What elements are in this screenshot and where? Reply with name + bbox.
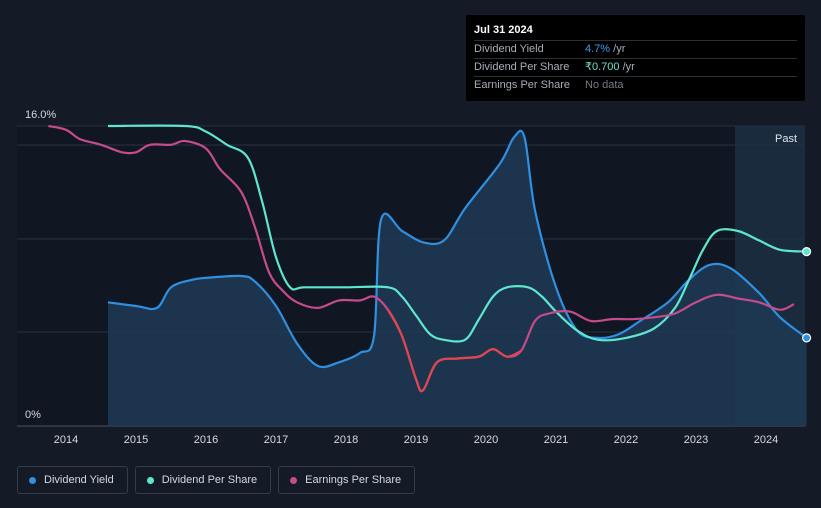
x-tick-label: 2015	[124, 434, 148, 446]
tooltip-label: Dividend Yield	[474, 43, 544, 55]
y-tick-label: 0%	[25, 409, 41, 421]
dividend-per-share-endpoint	[801, 247, 812, 257]
legend-label: Earnings Per Share	[305, 474, 402, 486]
x-tick-label: 2021	[544, 434, 568, 446]
axis-labels: 16.0% 0% 2014 2015 2016 2017 2018 2019 2020 2021 2…	[25, 109, 778, 446]
x-tick-label: 2024	[754, 434, 778, 446]
legend-earnings-per-share[interactable]: Earnings Per Share	[278, 466, 416, 494]
x-tick-label: 2023	[684, 434, 708, 446]
tooltip-value: ₹0.700	[585, 61, 620, 73]
dividend-yield-endpoint	[801, 333, 812, 343]
earnings-per-share-low-segment	[387, 309, 522, 393]
x-tick-label: 2014	[54, 434, 78, 446]
legend-dividend-yield[interactable]: Dividend Yield	[17, 466, 128, 494]
y-tick-label: 16.0%	[25, 109, 56, 121]
dividend-yield-line	[107, 129, 808, 369]
past-label: Past	[775, 133, 797, 145]
tooltip-label: Earnings Per Share	[474, 79, 570, 91]
series-endpoints	[801, 247, 812, 343]
x-tick-label: 2017	[264, 434, 288, 446]
legend-label: Dividend Per Share	[161, 474, 258, 486]
tooltip: Jul 31 2024 Dividend Yield 4.7% /yr Divid…	[466, 15, 805, 101]
tooltip-unit: /yr	[619, 61, 635, 73]
x-tick-label: 2022	[614, 434, 638, 446]
dividend-yield-area	[108, 130, 807, 426]
tooltip-value: 4.7%	[585, 43, 611, 55]
legend-dot-icon	[146, 476, 154, 484]
tooltip-unit: /yr	[610, 43, 626, 55]
tooltip-row-dividend-yield: Dividend Yield 4.7% /yr	[474, 41, 797, 59]
legend-label: Dividend Yield	[44, 474, 114, 486]
x-tick-label: 2020	[474, 434, 498, 446]
tooltip-value: No data	[585, 79, 624, 91]
legend-dot-icon	[290, 476, 298, 484]
dividend-yield-area-fill	[108, 130, 807, 426]
x-tick-label: 2018	[334, 434, 358, 446]
legend-dividend-per-share[interactable]: Dividend Per Share	[134, 466, 272, 494]
dividend-per-share-line	[107, 124, 807, 343]
legend-dot-icon	[29, 476, 36, 484]
tooltip-date: Jul 31 2024	[474, 15, 797, 41]
x-tick-label: 2016	[194, 434, 218, 446]
legend: Dividend Yield Dividend Per Share Earnin…	[17, 466, 422, 494]
series-lines	[48, 124, 808, 393]
x-tick-label: 2019	[404, 434, 428, 446]
tooltip-row-earnings-per-share: Earnings Per Share No data	[474, 77, 797, 94]
tooltip-label: Dividend Per Share	[474, 61, 570, 73]
tooltip-row-dividend-per-share: Dividend Per Share ₹0.700 /yr	[474, 59, 797, 77]
